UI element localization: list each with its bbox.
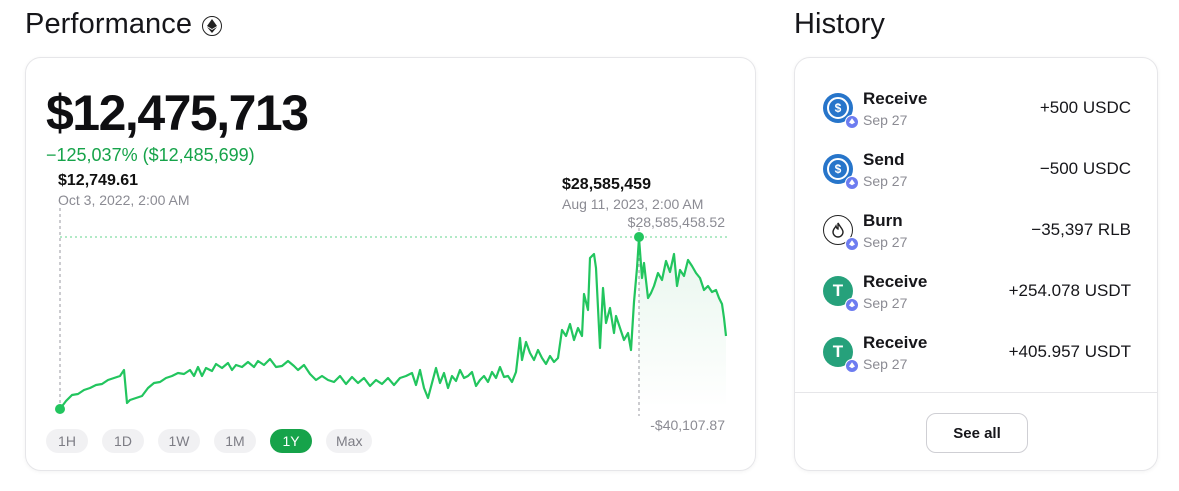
history-item-amount: +405.957 USDT (1008, 342, 1131, 361)
performance-title-row: Performance (25, 8, 223, 41)
history-item-amount: +254.078 USDT (1008, 281, 1131, 300)
range-1h-button[interactable]: 1H (46, 429, 88, 453)
history-item-kind: Receive (863, 333, 928, 352)
history-item[interactable]: Burn Sep 27 −35,397 RLB (823, 211, 1131, 261)
history-item-date: Sep 27 (863, 295, 908, 311)
ethereum-badge-icon (845, 359, 859, 373)
ethereum-badge-icon (845, 115, 859, 129)
history-item-kind: Receive (863, 89, 928, 108)
history-item[interactable]: T Receive Sep 27 +254.078 USDT (823, 272, 1131, 322)
chart-area-fade (639, 238, 726, 408)
range-1w-button[interactable]: 1W (158, 429, 200, 453)
history-item-amount: +500 USDC (1039, 98, 1131, 117)
history-card: $ Receive Sep 27 +500 USDC $ Send Sep 27… (794, 57, 1158, 471)
start-point-value: $12,749.61 (58, 172, 139, 189)
range-1d-button[interactable]: 1D (102, 429, 144, 453)
history-item-kind: Send (863, 150, 905, 169)
history-item-amount: −500 USDC (1039, 159, 1131, 178)
history-title: History (794, 8, 885, 40)
peak-point-date: Aug 11, 2023, 2:00 AM (562, 196, 704, 212)
performance-card: $12,475,713 −125,037% ($12,485,699) $12,… (25, 57, 756, 471)
history-item-date: Sep 27 (863, 356, 908, 372)
history-item-date: Sep 27 (863, 234, 908, 250)
history-item[interactable]: $ Send Sep 27 −500 USDC (823, 150, 1131, 200)
history-item-date: Sep 27 (863, 112, 908, 128)
start-point-date: Oct 3, 2022, 2:00 AM (58, 192, 190, 208)
balance-change: −125,037% ($12,485,699) (46, 145, 255, 165)
ethereum-info-icon[interactable] (202, 16, 223, 36)
range-1m-button[interactable]: 1M (214, 429, 256, 453)
peak-point-value: $28,585,459 (562, 176, 651, 193)
start-point-dot (55, 404, 65, 414)
total-balance: $12,475,713 (46, 85, 309, 141)
performance-title: Performance (25, 8, 193, 40)
usdt-icon: T (823, 337, 859, 373)
history-divider (795, 392, 1157, 393)
rlb-icon (823, 215, 859, 251)
peak-point-dot (634, 232, 644, 242)
range-1y-button[interactable]: 1Y (270, 429, 312, 453)
history-item-amount: −35,397 RLB (1031, 220, 1131, 239)
see-all-button[interactable]: See all (926, 413, 1028, 453)
chart-min-label: -$40,107.87 (650, 417, 725, 433)
usdc-icon: $ (823, 154, 859, 190)
history-item[interactable]: $ Receive Sep 27 +500 USDC (823, 89, 1131, 139)
chart-line (59, 236, 728, 410)
chart-max-label: $28,585,458.52 (627, 214, 725, 230)
ethereum-badge-icon (845, 237, 859, 251)
performance-chart[interactable] (26, 58, 757, 472)
history-item[interactable]: T Receive Sep 27 +405.957 USDT (823, 333, 1131, 383)
history-item-kind: Burn (863, 211, 903, 230)
ethereum-badge-icon (845, 298, 859, 312)
history-item-kind: Receive (863, 272, 928, 291)
ethereum-badge-icon (845, 176, 859, 190)
usdt-icon: T (823, 276, 859, 312)
usdc-icon: $ (823, 93, 859, 129)
range-max-button[interactable]: Max (326, 429, 373, 453)
range-selector: 1H 1D 1W 1M 1Y Max (46, 429, 373, 453)
history-item-date: Sep 27 (863, 173, 908, 189)
